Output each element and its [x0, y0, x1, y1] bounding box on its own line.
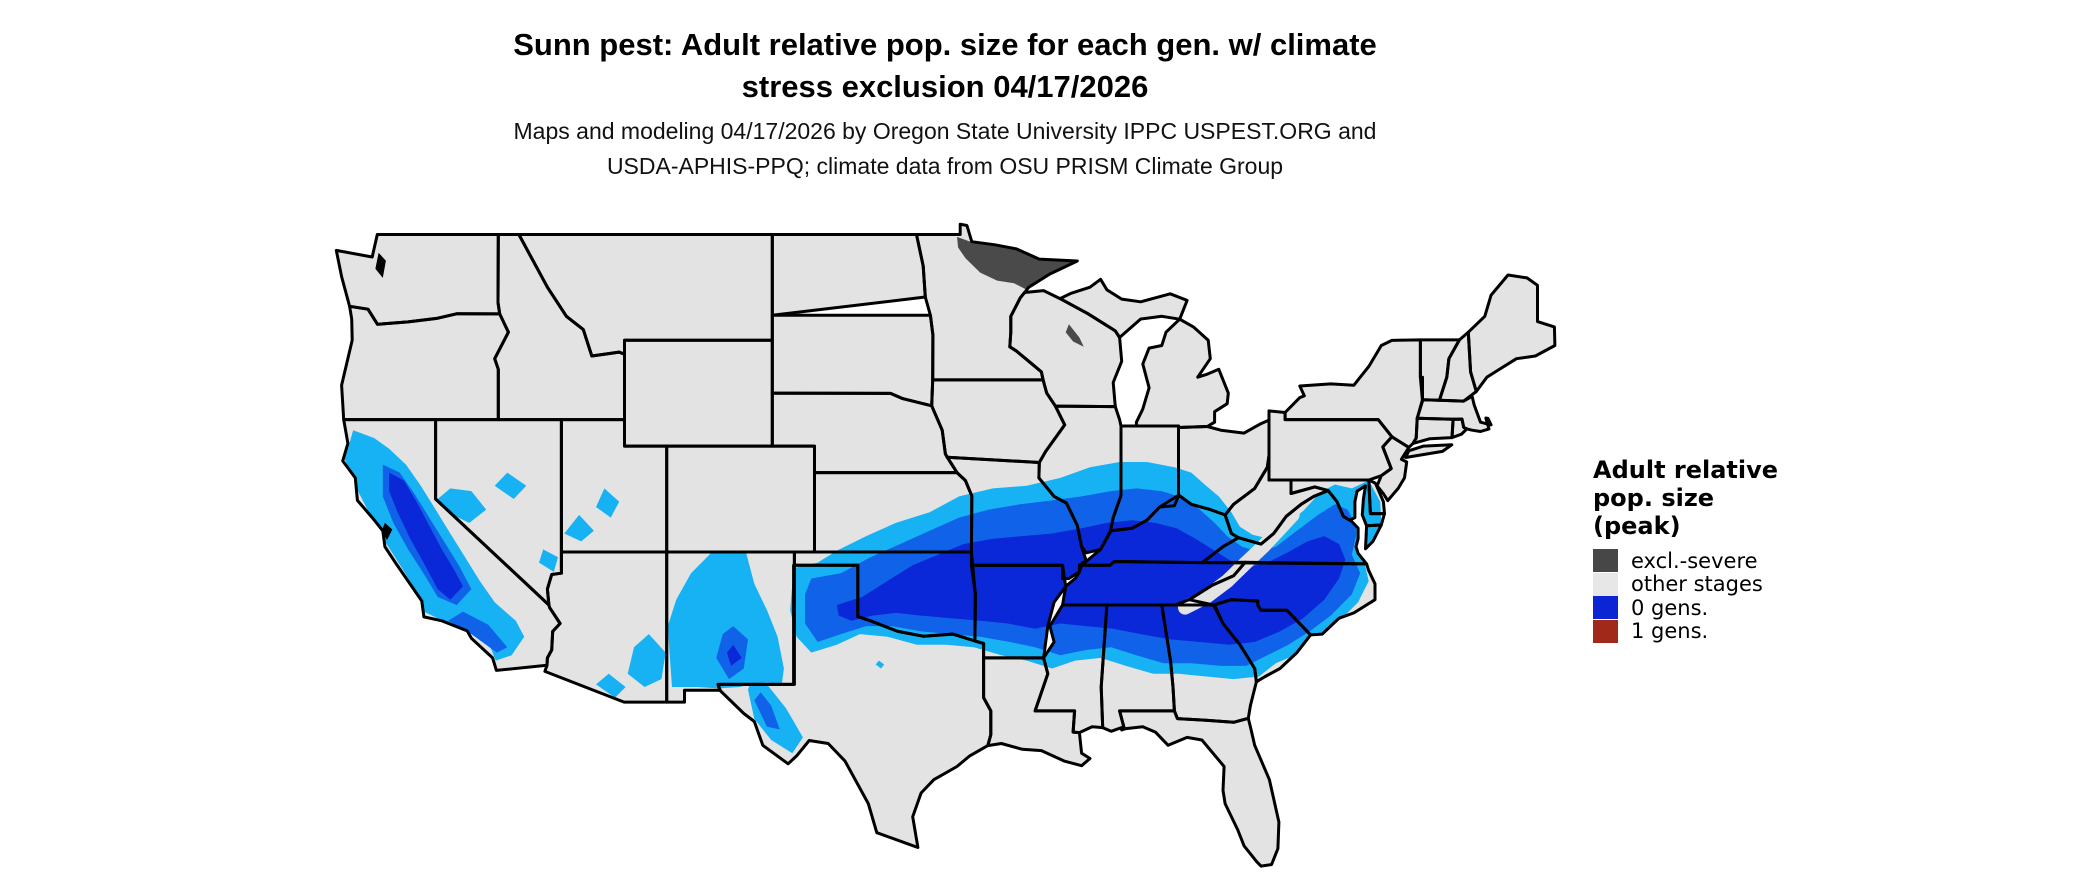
- legend-items: excl.-severe other stages 0 gens. 1 gens.: [1593, 549, 1843, 643]
- us-map-svg: [334, 222, 1557, 868]
- overlay-region-zero_gens_low: [875, 660, 885, 669]
- legend-title-line2: pop. size: [1593, 484, 1715, 512]
- overlay-region-zero_gens_mid: [754, 692, 780, 730]
- overlay-region-zero_gens_low: [494, 472, 527, 499]
- state-shape: [931, 379, 1065, 463]
- overlay-region-zero_gens_low: [627, 634, 666, 687]
- figure-title-line2: stress exclusion 04/17/2026: [741, 69, 1149, 104]
- legend-label: 1 gens.: [1631, 619, 1709, 644]
- legend-swatch: [1593, 619, 1618, 643]
- state-shape: [1377, 436, 1409, 501]
- state-shape: [1225, 455, 1329, 545]
- legend-label: 0 gens.: [1631, 595, 1709, 620]
- state-shape: [561, 419, 667, 552]
- state-shape: [341, 306, 509, 420]
- state-border: [1375, 435, 1411, 503]
- legend-swatch: [1593, 549, 1618, 573]
- state-border: [716, 563, 993, 849]
- legend-swatch: [1593, 572, 1618, 596]
- overlay-region-black: [375, 252, 386, 278]
- state-border: [1058, 277, 1189, 339]
- figure-subtitle: Maps and modeling 04/17/2026 by Oregon S…: [345, 114, 1545, 184]
- overlay-region-black: [381, 522, 393, 541]
- legend-label: other stages: [1631, 572, 1763, 597]
- state-border: [1466, 273, 1557, 393]
- legend-title-line1: Adult relative: [1593, 456, 1779, 484]
- figure-subtitle-line1: Maps and modeling 04/17/2026 by Oregon S…: [513, 118, 1377, 144]
- legend-title: Adult relative pop. size (peak): [1593, 456, 1843, 540]
- overlay-region-zero_gens_low: [596, 488, 620, 518]
- state-shape: [494, 234, 625, 420]
- legend-item: excl.-severe: [1593, 549, 1843, 573]
- state-border: [543, 550, 669, 704]
- state-border: [1212, 598, 1313, 684]
- state-shape: [1452, 419, 1467, 438]
- state-border: [1364, 523, 1383, 551]
- state-shape: [1060, 279, 1188, 338]
- overlay-region-excl_severe: [1065, 324, 1084, 347]
- legend-label: excl.-severe: [1631, 548, 1758, 573]
- overlay-region-zero_gens_low: [564, 514, 594, 542]
- overlay-region-zero_gens_high: [726, 644, 742, 666]
- legend-swatch: [1593, 596, 1618, 620]
- legend-item: 0 gens.: [1593, 596, 1843, 620]
- overlay-region-zero_gens_high: [389, 472, 463, 600]
- state-shape: [1009, 290, 1122, 407]
- state-shape: [518, 234, 773, 356]
- overlay-region-zero_gens_low: [596, 673, 626, 698]
- state-shape: [336, 234, 500, 325]
- overlay-region-zero_gens_low: [437, 488, 487, 523]
- state-shape: [1439, 332, 1477, 402]
- figure-title-line1: Sunn pest: Adult relative pop. size for …: [513, 27, 1377, 62]
- state-shape: [435, 419, 562, 605]
- state-border: [1404, 443, 1454, 459]
- state-shape: [772, 315, 933, 406]
- figure-subtitle-line2: USDA-APHIS-PPQ; climate data from OSU PR…: [606, 153, 1284, 179]
- state-border: [1289, 478, 1386, 528]
- state-shape: [718, 565, 991, 848]
- state-border: [1177, 418, 1271, 517]
- state-shape: [1119, 710, 1279, 867]
- state-shape: [772, 393, 957, 473]
- state-shape: [624, 340, 773, 447]
- legend-item: 1 gens.: [1593, 619, 1843, 644]
- state-shape: [1285, 339, 1423, 448]
- legend: Adult relative pop. size (peak) excl.-se…: [1593, 456, 1843, 643]
- overlay-region-zero_gens_low: [539, 549, 558, 572]
- legend-title-line3: (peak): [1593, 512, 1681, 540]
- overlay-region-zero_gens_low: [667, 552, 784, 689]
- state-shape: [772, 234, 926, 316]
- state-border: [1118, 709, 1281, 868]
- state-shape: [666, 446, 815, 552]
- legend-item: other stages: [1593, 572, 1843, 597]
- state-shape: [1468, 275, 1555, 392]
- us-map: [330, 221, 1565, 883]
- figure-title: Sunn pest: Adult relative pop. size for …: [345, 24, 1545, 108]
- state-shape: [1269, 410, 1392, 480]
- state-border: [1134, 317, 1230, 429]
- state-borders-layer: [334, 222, 1557, 868]
- overlay-region-zero_gens_mid: [448, 611, 508, 653]
- state-shape: [1417, 396, 1492, 432]
